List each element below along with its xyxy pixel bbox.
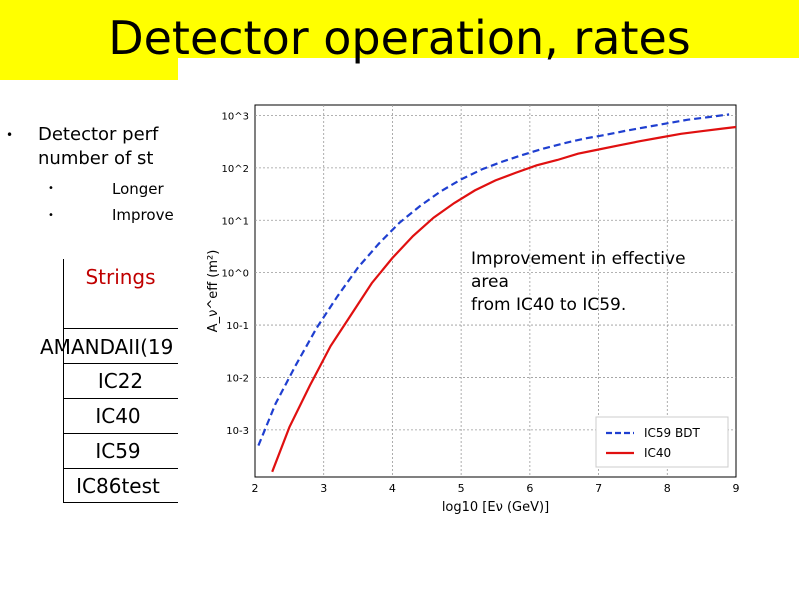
legend-label: IC59 BDT — [644, 426, 700, 440]
x-tick-label: 2 — [252, 482, 259, 495]
chart-annotation: Improvement in effective area from IC40 … — [471, 248, 686, 317]
y-tick-label: 10-1 — [226, 321, 249, 332]
table-cell: AMANDAII(19 — [40, 335, 174, 359]
table-rule — [63, 502, 178, 503]
sub-bullet-1: Longer — [112, 180, 164, 198]
annotation-line-1: Improvement in effective — [471, 249, 686, 269]
sub-bullet-2: Improve — [112, 206, 174, 224]
series-line-ic59-bdt — [257, 113, 730, 447]
chart-svg: 2 3 4 5 6 7 8 9 10-3 10-2 10-1 10^0 10^1 10^2 10^3 log1… — [206, 104, 740, 515]
table-rule — [63, 433, 178, 434]
x-tick-label: 7 — [595, 482, 602, 495]
table-rule — [63, 398, 178, 399]
table-rule — [63, 328, 178, 329]
y-tick-label: 10^0 — [222, 269, 249, 280]
annotation-line-2: area — [471, 272, 509, 292]
legend-box — [595, 416, 729, 468]
bullet-dot-icon: • — [6, 128, 14, 142]
table-cell: IC86test — [76, 474, 160, 498]
table-rule — [63, 363, 178, 364]
y-axis-label: A_ν^eff (m²) — [206, 250, 221, 333]
y-tick-label: 10^2 — [222, 164, 249, 175]
series-line-ic40 — [271, 125, 737, 473]
legend-label: IC40 — [644, 446, 671, 460]
table-rule — [63, 468, 178, 469]
x-tick-label: 5 — [458, 482, 465, 495]
table-cell: IC59 — [95, 439, 141, 463]
y-tick-label: 10^3 — [222, 111, 249, 122]
sub-bullet-dot-icon: • — [48, 210, 54, 221]
sub-bullet-dot-icon: • — [48, 183, 54, 194]
effective-area-chart: 2 3 4 5 6 7 8 9 10-3 10-2 10-1 10^0 10^1 10^2 10^3 log1… — [178, 90, 750, 520]
x-tick-label: 6 — [526, 482, 533, 495]
x-tick-label: 9 — [733, 482, 740, 495]
table-border-left — [63, 259, 64, 503]
bullet-text-2: number of st — [38, 148, 154, 169]
table-cell: IC22 — [97, 369, 144, 393]
title-highlight-left — [0, 0, 178, 80]
x-axis-label: log10 [Eν (GeV)] — [442, 500, 549, 515]
x-tick-label: 3 — [320, 482, 327, 495]
table-header-strings: Strings — [85, 265, 156, 289]
y-tick-label: 10-2 — [226, 373, 249, 384]
table-cell: IC40 — [95, 404, 141, 428]
y-tick-label: 10-3 — [226, 426, 249, 437]
plot-frame — [254, 104, 737, 478]
title-highlight-right — [178, 0, 799, 58]
annotation-line-3: from IC40 to IC59. — [471, 295, 627, 315]
slide-title: Detector operation, rates — [108, 11, 691, 65]
y-tick-label: 10^1 — [222, 216, 249, 227]
x-tick-label: 4 — [389, 482, 396, 495]
bullet-text-1: Detector perf — [38, 124, 159, 145]
x-tick-label: 8 — [664, 482, 671, 495]
